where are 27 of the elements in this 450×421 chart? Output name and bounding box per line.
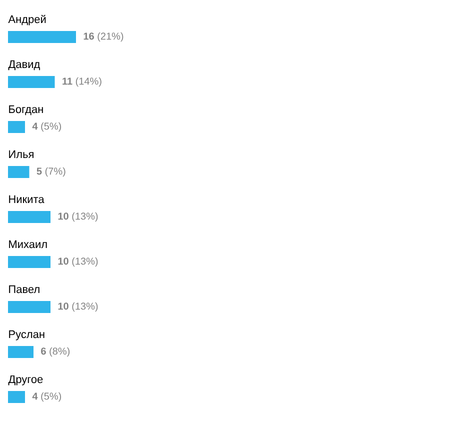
bar bbox=[8, 30, 76, 43]
data-label: 4 (5%) bbox=[32, 122, 62, 132]
bar bbox=[8, 346, 34, 358]
bar bbox=[8, 166, 30, 178]
y-tick-label: Михаил bbox=[9, 240, 47, 248]
data-label: 6 (8%) bbox=[41, 347, 70, 357]
y-tick-label: Руслан bbox=[9, 330, 44, 340]
bar bbox=[8, 256, 50, 268]
y-tick-label: Давид bbox=[8, 60, 40, 70]
data-label: 5 (7%) bbox=[36, 167, 66, 177]
bar bbox=[8, 210, 50, 223]
y-tick-label: Другое bbox=[8, 375, 43, 386]
data-label: 4 (5%) bbox=[32, 392, 62, 402]
data-label: 16 (21%) bbox=[84, 32, 124, 42]
data-label: 11 (14%) bbox=[62, 77, 102, 87]
data-label: 10 (13%) bbox=[58, 212, 98, 222]
bar bbox=[8, 76, 55, 88]
y-tick-label: Богдан bbox=[9, 105, 43, 116]
data-label: 10 (13%) bbox=[58, 302, 98, 312]
y-tick-label: Илья bbox=[9, 150, 34, 158]
bar bbox=[8, 391, 25, 403]
y-tick-label: Никита bbox=[9, 195, 44, 204]
y-tick-label: Павел bbox=[9, 285, 40, 294]
bar bbox=[8, 120, 25, 133]
data-label: 10 (13%) bbox=[58, 257, 98, 267]
bar bbox=[8, 300, 50, 313]
y-tick-label: Андрей bbox=[8, 14, 46, 26]
